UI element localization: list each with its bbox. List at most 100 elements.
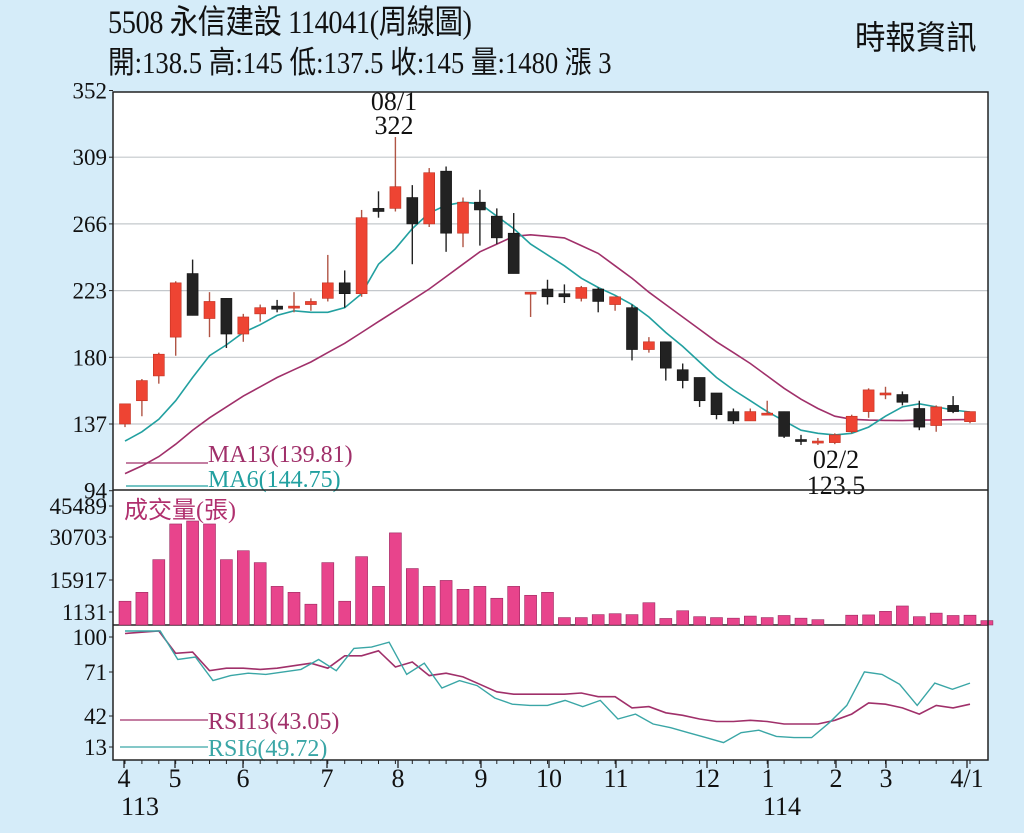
volume-bar <box>574 617 588 626</box>
rsi6-legend-label: RSI6(49.72) <box>208 736 327 762</box>
candle <box>406 185 419 265</box>
candle-body <box>778 411 790 437</box>
candle-body <box>372 208 385 212</box>
volume-bar <box>676 610 690 626</box>
x-tick-label: 5 <box>169 764 182 793</box>
candle <box>507 213 520 274</box>
volume-bar <box>270 586 284 626</box>
candle <box>119 403 131 428</box>
x-tick-label: 11 <box>603 764 628 793</box>
volume-tick-label: 15917 <box>50 568 108 593</box>
volume-bar <box>321 562 335 626</box>
candle <box>761 400 774 416</box>
candle-body <box>474 201 486 211</box>
candle-body <box>338 282 351 295</box>
volume-title: 成交量(張) <box>124 497 236 524</box>
x-tick-label: 6 <box>237 764 250 793</box>
candle <box>845 414 858 434</box>
volume-bar <box>541 592 554 626</box>
volume-bar <box>693 616 706 626</box>
candle <box>220 298 233 348</box>
volume-bar <box>186 520 199 626</box>
volume-bar <box>896 605 909 626</box>
candle-body <box>406 197 419 225</box>
candle-body <box>592 288 605 302</box>
candle <box>913 400 926 431</box>
candle-body <box>203 301 216 319</box>
candle <box>524 291 537 317</box>
candle <box>558 284 571 304</box>
candle-body <box>490 215 503 239</box>
volume-bar <box>372 586 385 626</box>
candle <box>541 279 554 305</box>
candle-body <box>693 377 706 402</box>
ohlc-summary: 開:138.5 高:145 低:137.5 收:145 量:1480 漲 3 <box>108 45 612 80</box>
rsi6-line <box>125 630 971 744</box>
candle <box>372 191 385 218</box>
candle-body <box>930 406 943 426</box>
volume-bar <box>558 617 571 626</box>
y-tick-label: 180 <box>73 345 108 370</box>
volume-bar <box>912 616 926 626</box>
volume-bar <box>862 614 875 626</box>
candle <box>423 168 436 228</box>
candle <box>338 270 351 308</box>
volume-bar <box>659 618 673 626</box>
candle-body <box>119 403 131 425</box>
volume-bar <box>118 600 132 626</box>
volume-bar <box>389 532 402 626</box>
candle-body <box>744 411 757 422</box>
volume-bar <box>524 594 537 626</box>
candle-body <box>220 298 233 335</box>
rsi-tick-label: 13 <box>84 735 107 760</box>
rsi-tick-label: 71 <box>84 660 107 685</box>
volume-bar <box>237 550 250 626</box>
candle <box>828 433 841 445</box>
candle <box>947 396 959 414</box>
volume-bar <box>625 614 639 626</box>
candle <box>355 209 368 297</box>
candle-body <box>507 232 520 274</box>
volume-bar <box>355 556 368 626</box>
candle-body <box>321 282 334 299</box>
volume-bar <box>642 602 656 626</box>
candle <box>626 304 638 361</box>
candle <box>254 304 266 322</box>
volume-bar <box>169 523 182 626</box>
high-value-label: 322 <box>375 111 414 140</box>
candle <box>778 411 790 438</box>
x-tick-label: 9 <box>475 764 488 793</box>
x-year-label: 114 <box>763 792 801 821</box>
volume-bar <box>439 580 453 626</box>
candle-body <box>271 305 283 310</box>
candle-body <box>423 172 436 225</box>
volume-bar <box>422 586 436 626</box>
candle-body <box>305 301 317 305</box>
candle <box>693 377 706 407</box>
candle-body <box>186 273 199 316</box>
candle <box>879 386 892 400</box>
candle-body <box>812 440 824 444</box>
candle-body <box>795 439 807 442</box>
x-tick-label: 3 <box>880 764 893 793</box>
candle <box>271 299 283 313</box>
candle-body <box>862 389 875 412</box>
volume-bar <box>490 597 504 626</box>
rsi-tick-label: 100 <box>73 625 108 650</box>
candle-body <box>964 411 976 422</box>
volume-bar <box>929 612 943 626</box>
low-label-bg <box>806 473 866 497</box>
candle <box>744 408 757 422</box>
candle <box>575 285 588 302</box>
candle <box>153 352 165 384</box>
volume-bar <box>963 614 977 626</box>
candle-body <box>457 201 469 234</box>
chart-frame <box>112 91 989 761</box>
candle <box>710 392 723 420</box>
x-tick-label: 2 <box>830 764 843 793</box>
volume-bar <box>473 586 487 626</box>
volume-tick-label: 30703 <box>50 525 108 550</box>
ma6-line <box>124 201 971 442</box>
candle-body <box>947 405 959 412</box>
candle-body <box>643 341 655 350</box>
